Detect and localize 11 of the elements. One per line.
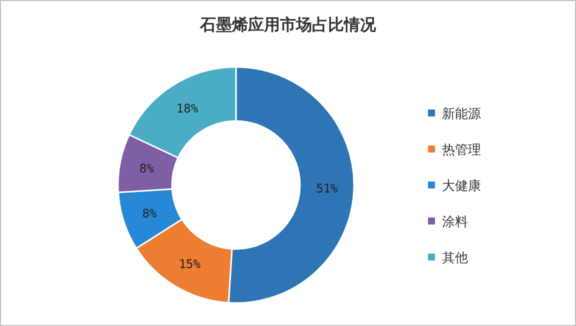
legend-label: 新能源 (442, 107, 481, 122)
data-label: 51% (316, 181, 339, 196)
data-label: 15% (178, 256, 202, 271)
legend-label: 热管理 (442, 143, 481, 158)
legend-label: 涂料 (442, 215, 468, 230)
data-label: 8% (139, 161, 155, 176)
data-label: 18% (176, 102, 199, 116)
legend-label: 大健康 (442, 179, 481, 194)
chart-title: 石墨烯应用市场占比情况 (199, 15, 377, 34)
data-label: 8% (142, 206, 158, 221)
legend-label: 其他 (442, 251, 468, 266)
